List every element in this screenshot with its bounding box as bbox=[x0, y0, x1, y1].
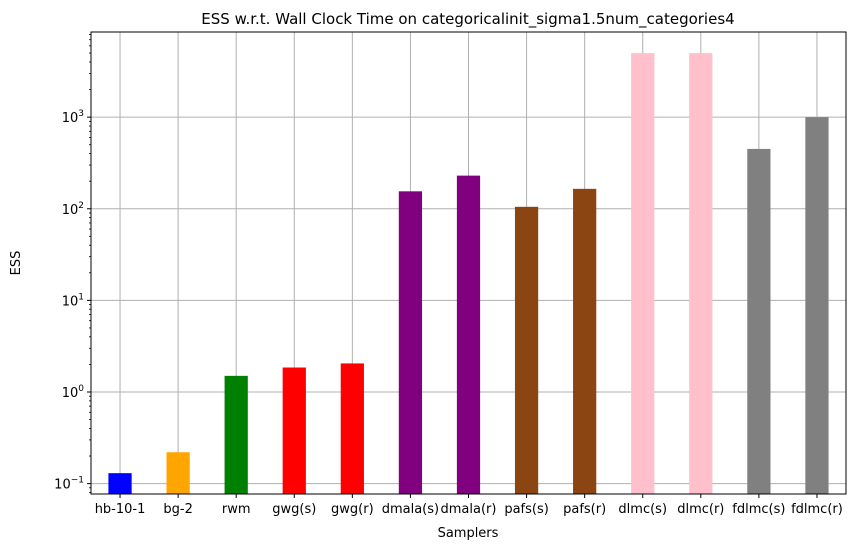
bar-fdlmc(r) bbox=[805, 117, 829, 494]
bar-fdlmc(s) bbox=[747, 148, 771, 494]
x-tick-label: dmala(r) bbox=[441, 502, 497, 517]
y-axis-ticks: 10−1 100 101 102 103 bbox=[54, 34, 91, 493]
chart-title: ESS w.r.t. Wall Clock Time on categorica… bbox=[201, 10, 734, 29]
x-tick-label: rwm bbox=[222, 502, 251, 517]
x-tick-label: dmala(s) bbox=[382, 502, 439, 517]
bar-pafs(r) bbox=[573, 188, 597, 495]
x-axis-label: Samplers bbox=[438, 526, 499, 541]
y-tick-label: 103 bbox=[62, 109, 84, 126]
bar-dlmc(s) bbox=[631, 53, 655, 495]
x-tick-label: fdlmc(s) bbox=[732, 502, 785, 517]
bar-rwm bbox=[224, 375, 248, 494]
x-tick-label: pafs(r) bbox=[563, 502, 606, 517]
y-tick-label: 101 bbox=[62, 292, 84, 309]
y-axis-label: ESS bbox=[9, 251, 24, 276]
x-tick-label: pafs(s) bbox=[504, 502, 548, 517]
bar-dlmc(r) bbox=[689, 53, 713, 495]
x-tick-label: gwg(r) bbox=[331, 502, 374, 517]
x-tick-label: gwg(s) bbox=[272, 502, 316, 517]
bar-dmala(s) bbox=[398, 191, 423, 494]
bar-dmala(r) bbox=[456, 175, 481, 494]
y-tick-label: 102 bbox=[62, 201, 84, 218]
x-tick-label: bg-2 bbox=[163, 502, 192, 517]
x-tick-label: dlmc(s) bbox=[618, 502, 667, 517]
bar-hb-10-1 bbox=[108, 473, 132, 494]
bar-bg-2 bbox=[166, 452, 190, 494]
y-tick-label: 10−1 bbox=[54, 476, 84, 493]
bar-pafs(s) bbox=[514, 206, 539, 495]
x-tick-label: fdlmc(r) bbox=[791, 502, 843, 517]
x-tick-label: dlmc(r) bbox=[677, 502, 724, 517]
x-tick-label: hb-10-1 bbox=[95, 502, 146, 517]
bar-gwg(r) bbox=[340, 363, 364, 494]
x-axis-ticks: hb-10-1 bg-2 rwm gwg(s) gwg(r) dmala(s) dmala(… bbox=[95, 494, 843, 517]
bars bbox=[108, 53, 829, 495]
y-tick-label: 100 bbox=[62, 384, 85, 401]
bar-gwg(s) bbox=[282, 367, 306, 494]
